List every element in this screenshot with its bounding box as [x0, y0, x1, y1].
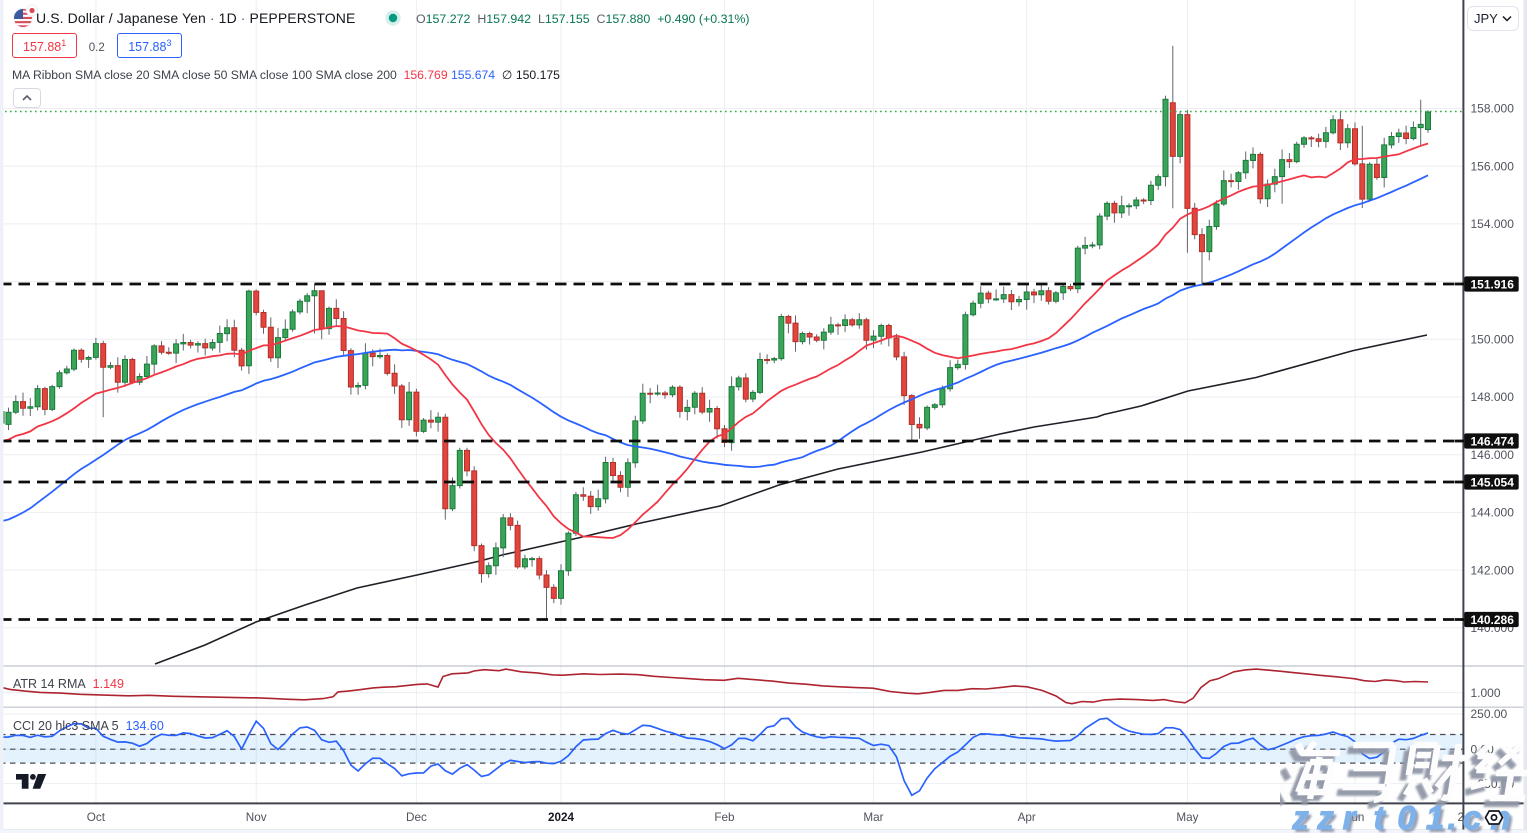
- svg-text:151.916: 151.916: [1471, 277, 1515, 291]
- svg-text:140.286: 140.286: [1471, 613, 1515, 627]
- svg-text:Mar: Mar: [863, 811, 883, 824]
- svg-text:May: May: [1176, 811, 1198, 824]
- svg-text:158.000: 158.000: [1471, 102, 1515, 116]
- svg-text:144.000: 144.000: [1471, 506, 1515, 520]
- svg-text:250.00: 250.00: [1471, 707, 1508, 721]
- svg-text:Jun: Jun: [1346, 811, 1365, 824]
- svg-text:2: 2: [1457, 811, 1464, 824]
- svg-text:Apr: Apr: [1018, 811, 1036, 824]
- svg-text:146.474: 146.474: [1471, 434, 1515, 448]
- svg-text:Oct: Oct: [87, 811, 106, 824]
- svg-text:Nov: Nov: [246, 811, 267, 824]
- svg-text:146.000: 146.000: [1471, 448, 1515, 462]
- svg-text:Dec: Dec: [406, 811, 427, 824]
- svg-text:Feb: Feb: [714, 811, 735, 824]
- svg-text:1.000: 1.000: [1471, 686, 1501, 700]
- svg-text:145.054: 145.054: [1471, 475, 1515, 489]
- svg-text:148.000: 148.000: [1471, 390, 1515, 404]
- svg-text:156.000: 156.000: [1471, 159, 1515, 173]
- svg-text:2024: 2024: [548, 811, 575, 824]
- svg-text:150.000: 150.000: [1471, 333, 1515, 347]
- svg-text:142.000: 142.000: [1471, 563, 1515, 577]
- svg-text:154.000: 154.000: [1471, 217, 1515, 231]
